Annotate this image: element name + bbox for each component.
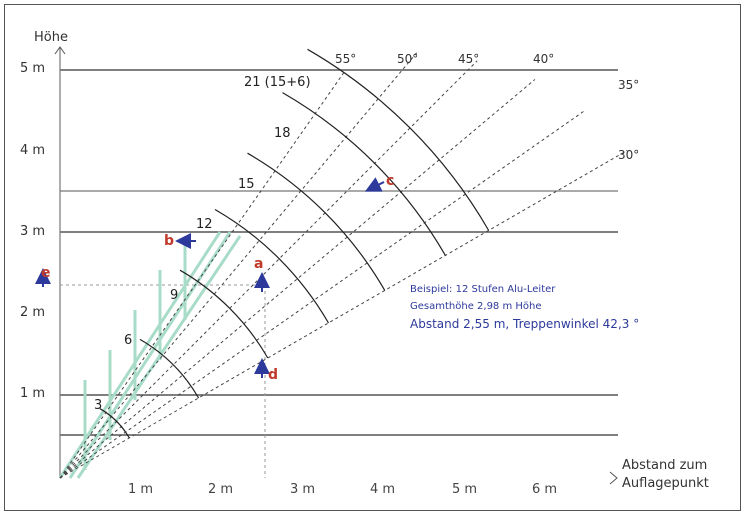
angle-label-35: 35° bbox=[618, 78, 640, 92]
arrow-c bbox=[364, 177, 385, 192]
x-tick-6m: 6 m bbox=[532, 482, 558, 497]
y-tick-4m: 4 m bbox=[20, 143, 46, 158]
x-tick-1m: 1 m bbox=[128, 482, 154, 497]
step-label-18: 18 bbox=[274, 126, 291, 141]
x-axis-arrow bbox=[609, 471, 618, 485]
angle-label-55: 55° bbox=[335, 52, 357, 66]
angle-ray bbox=[59, 72, 345, 479]
angle-label-45: 45° bbox=[458, 52, 480, 66]
example-line3: Abstand 2,55 m, Treppenwinkel 42,3 ° bbox=[410, 317, 640, 331]
marker-c: c bbox=[386, 173, 395, 189]
diagram-frame bbox=[4, 4, 741, 511]
y-tick-5m: 5 m bbox=[20, 61, 46, 76]
angle-rays bbox=[59, 52, 628, 479]
y-axis-title: Höhe bbox=[34, 30, 68, 45]
height-lines bbox=[60, 69, 618, 436]
angle-ray bbox=[59, 110, 585, 479]
angle-ray bbox=[59, 150, 628, 479]
step-label-15: 15 bbox=[238, 177, 255, 192]
example-line1: Beispiel: 12 Stufen Alu-Leiter bbox=[410, 284, 556, 295]
step-arc bbox=[179, 269, 269, 359]
step-arc bbox=[139, 338, 200, 399]
step-label-12: 12 bbox=[196, 217, 213, 232]
y-axis-arrow bbox=[54, 46, 66, 55]
step-arc bbox=[214, 208, 330, 324]
step-arc bbox=[247, 152, 386, 291]
step-arc bbox=[307, 48, 490, 231]
x-tick-5m: 5 m bbox=[452, 482, 478, 497]
example-line2: Gesamthöhe 2,98 m Höhe bbox=[410, 301, 542, 312]
step-arc bbox=[282, 92, 446, 256]
marker-e: e bbox=[41, 265, 51, 281]
angle-ray bbox=[59, 60, 478, 479]
step-arc bbox=[99, 408, 130, 439]
marker-b: b bbox=[164, 233, 175, 249]
marker-a: a bbox=[254, 256, 264, 272]
marker-d: d bbox=[268, 367, 279, 383]
angle-ray bbox=[59, 79, 536, 479]
x-tick-2m: 2 m bbox=[208, 482, 234, 497]
step-label-21: 21 (15+6) bbox=[244, 75, 311, 90]
angle-label-40: 40° bbox=[533, 52, 555, 66]
step-label-9: 9 bbox=[170, 288, 179, 303]
y-tick-2m: 2 m bbox=[20, 305, 46, 320]
x-axis-title-line1: Abstand zum bbox=[622, 458, 708, 473]
angle-ray bbox=[59, 52, 418, 479]
arrows bbox=[35, 177, 385, 378]
y-tick-3m: 3 m bbox=[20, 224, 46, 239]
step-arcs bbox=[99, 48, 490, 439]
ladder bbox=[58, 231, 242, 479]
x-tick-4m: 4 m bbox=[370, 482, 396, 497]
angle-label-50: 50° bbox=[397, 52, 419, 66]
y-tick-1m: 1 m bbox=[20, 386, 46, 401]
step-label-3: 3 bbox=[94, 398, 103, 413]
angle-label-30: 30° bbox=[618, 148, 640, 162]
x-tick-3m: 3 m bbox=[290, 482, 316, 497]
x-axis-title-line2: Auflagepunkt bbox=[622, 476, 709, 491]
step-label-6: 6 bbox=[124, 333, 133, 348]
